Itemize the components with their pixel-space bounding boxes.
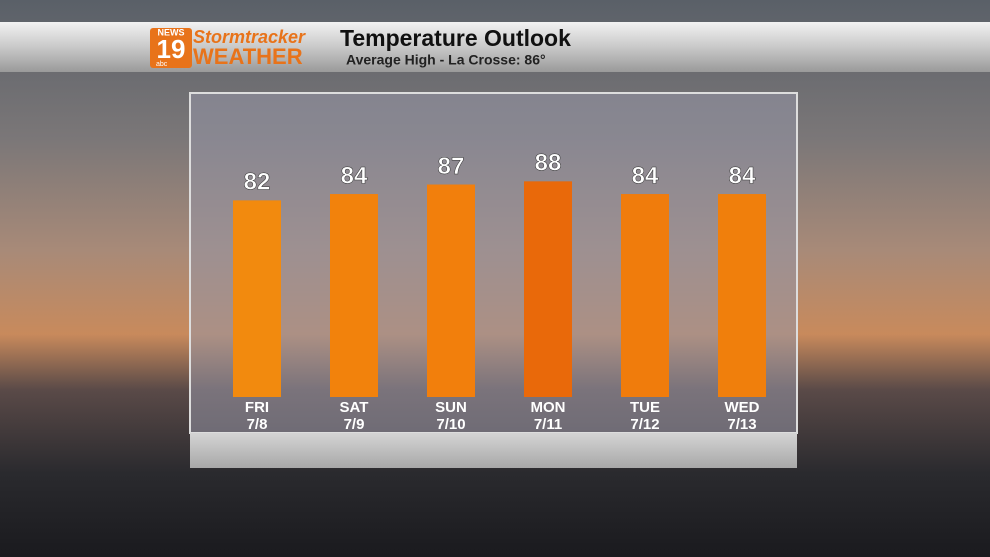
x-date-label: 7/13: [727, 416, 756, 433]
value-label: 82: [244, 169, 271, 196]
logo-channel: 19: [157, 34, 186, 64]
x-tick-label: TUE: [630, 399, 660, 416]
chart-panel: [189, 92, 798, 434]
bar: [427, 184, 475, 397]
value-label: 87: [438, 153, 465, 180]
value-label: 84: [632, 162, 659, 189]
value-label: 88: [535, 150, 562, 177]
x-date-label: 7/9: [344, 416, 365, 433]
x-date-label: 7/10: [436, 416, 465, 433]
logo-brand-sub: WEATHER: [193, 44, 303, 69]
logo-network: abc: [156, 61, 168, 68]
x-tick-label: WED: [725, 399, 760, 416]
x-date-label: 7/8: [247, 416, 268, 433]
x-tick-label: SUN: [435, 399, 467, 416]
x-tick-label: SAT: [340, 399, 369, 416]
chart-title: Temperature Outlook: [340, 25, 571, 51]
value-label: 84: [729, 162, 756, 189]
panel-strip: [190, 433, 797, 468]
logo-brand: Stormtracker: [193, 27, 306, 47]
logo-station: NEWS: [158, 27, 185, 37]
bar: [330, 194, 378, 397]
x-tick-label: FRI: [245, 399, 269, 416]
bar: [621, 194, 669, 397]
bar: [718, 194, 766, 397]
x-tick-label: MON: [531, 399, 566, 416]
chart-subtitle: Average High - La Crosse: 86°: [346, 52, 546, 68]
bar: [233, 200, 281, 397]
x-date-label: 7/11: [534, 416, 562, 433]
bar: [524, 181, 572, 397]
value-label: 84: [341, 162, 368, 189]
x-date-label: 7/12: [630, 416, 659, 433]
logo-badge: [150, 28, 192, 68]
